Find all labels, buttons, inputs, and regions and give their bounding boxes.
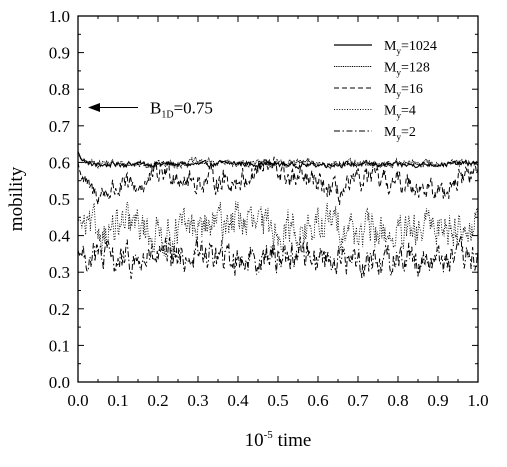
y-tick-label: 0.6 (49, 153, 70, 172)
legend-label-suffix: =4 (401, 104, 416, 119)
legend-label: My=4 (384, 104, 416, 121)
x-axis-title-exponent: -5 (264, 429, 274, 441)
x-tick-label: 0.4 (227, 391, 249, 410)
b1d-annotation: B1D=0.75 (88, 99, 213, 121)
legend-label-suffix: =2 (401, 125, 416, 140)
x-tick-label: 0.3 (187, 391, 208, 410)
annotation-sub: 1D (161, 110, 173, 121)
x-tick-label: 0.6 (307, 391, 328, 410)
legend-label-sub: y (396, 68, 401, 78)
series-line-my-128 (77, 154, 479, 170)
legend-label-name: M (384, 82, 397, 97)
ticks-layer: 0.0 0.1 0.2 0.3 0.4 0.5 0.6 0.7 0.8 0.9 1.0 0.0 0.1 0… (49, 7, 489, 410)
y-tick-label: 0.2 (49, 300, 70, 319)
x-tick-label: 0.5 (267, 391, 288, 410)
legend-label: My=2 (384, 125, 416, 142)
legend-label: My=16 (384, 82, 423, 99)
y-tick-label: 0.3 (49, 263, 70, 282)
legend-label-suffix: =128 (401, 61, 430, 76)
legend-label-name: M (384, 125, 397, 140)
annotation-main: B (150, 99, 161, 118)
annotation-label: B1D=0.75 (150, 99, 213, 121)
y-tick-label: 0.9 (49, 44, 70, 63)
x-tick-label: 0.2 (147, 391, 168, 410)
legend-label: My=1024 (384, 39, 437, 56)
x-tick-label: 0.7 (347, 391, 369, 410)
x-axis-title: 10-5 time (245, 429, 312, 451)
x-tick-label: 0.1 (107, 391, 128, 410)
x-tick-label: 0.0 (67, 391, 88, 410)
x-axis-title-base: 10 (245, 430, 264, 451)
legend-label-name: M (384, 61, 397, 76)
legend-label: My=128 (384, 61, 430, 78)
legend-label-sub: y (396, 111, 401, 121)
x-tick-label: 0.8 (387, 391, 408, 410)
y-tick-label: 0.0 (49, 373, 70, 392)
legend-label-suffix: =16 (401, 82, 423, 97)
y-axis-title: mobility (6, 166, 27, 231)
x-axis-title-word: time (278, 430, 312, 451)
legend-label-name: M (384, 104, 397, 119)
annotation-arrow-head (88, 103, 100, 112)
legend-label-suffix: =1024 (401, 39, 437, 54)
series-layer (77, 151, 479, 280)
y-tick-label: 0.5 (49, 190, 70, 209)
legend-label-sub: y (396, 46, 401, 56)
series-line-my-4 (77, 201, 479, 257)
legend-label-name: M (384, 39, 397, 54)
legend-label-sub: y (396, 89, 401, 99)
series-line-my-2 (77, 235, 479, 280)
y-tick-label: 1.0 (49, 7, 70, 26)
x-tick-label: 1.0 (467, 391, 488, 410)
annotation-value: =0.75 (174, 99, 213, 118)
legend-label-sub: y (396, 132, 401, 142)
y-tick-label: 0.7 (49, 117, 71, 136)
y-tick-label: 0.1 (49, 336, 70, 355)
y-tick-label: 0.4 (49, 227, 71, 246)
series-line-my-16 (77, 156, 479, 206)
x-tick-label: 0.9 (427, 391, 448, 410)
y-tick-label: 0.8 (49, 80, 70, 99)
